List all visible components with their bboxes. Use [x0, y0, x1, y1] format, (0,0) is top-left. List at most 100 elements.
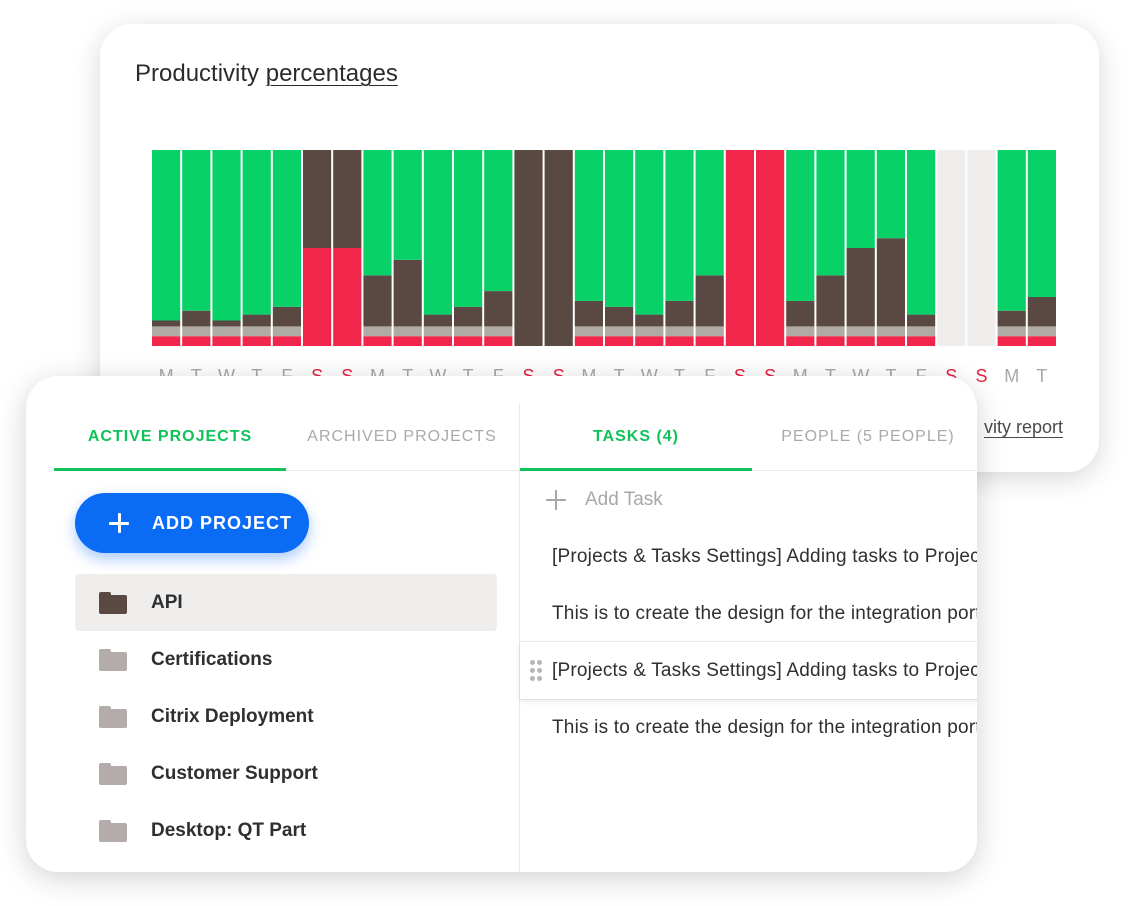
bar-segment [574, 300, 603, 327]
chart-title-prefix: Productivity [135, 60, 260, 87]
bar-segment [272, 306, 301, 327]
bar-segment [997, 310, 1026, 327]
add-task-button[interactable]: Add Task [546, 485, 663, 515]
bar-segment [303, 248, 332, 346]
add-project-label: ADD PROJECT [152, 512, 293, 533]
bar-segment [484, 336, 513, 346]
bar-segment [635, 150, 664, 315]
bar-segment [182, 310, 211, 327]
bar-segment [816, 336, 845, 346]
bar-segment [423, 326, 452, 337]
bar-segment [454, 150, 483, 307]
bar-segment [574, 336, 603, 346]
bar-segment [665, 336, 694, 346]
task-text: This is to create the design for the int… [552, 602, 977, 624]
bar-segment [635, 326, 664, 337]
bar-segment [363, 336, 392, 346]
task-row[interactable]: This is to create the design for the int… [520, 699, 977, 756]
bar-segment [665, 326, 694, 337]
bar-segment [393, 326, 422, 337]
bar-segment [484, 291, 513, 327]
drag-handle-icon[interactable] [530, 660, 542, 682]
task-row[interactable]: This is to create the design for the int… [520, 585, 977, 642]
bar-segment [876, 336, 905, 346]
bar-segment [967, 150, 996, 346]
productivity-chart: MTWTFSSMTWTFSSMTWTFSSMTWTFSSMT [152, 150, 1056, 386]
bar-segment [454, 326, 483, 337]
folder-icon [99, 762, 127, 785]
task-text: [Projects & Tasks Settings] Adding tasks… [552, 659, 977, 681]
bar-segment [333, 150, 362, 248]
task-row-dragging[interactable]: [Projects & Tasks Settings] Adding tasks… [520, 642, 977, 699]
day-label: M [1004, 366, 1019, 386]
bar-segment [846, 248, 875, 327]
bar-segment [212, 320, 241, 327]
bar-segment [846, 336, 875, 346]
bar-segment [695, 326, 724, 337]
bar-segment [786, 300, 815, 327]
project-item-certifications[interactable]: Certifications [75, 631, 497, 688]
bar-segment [454, 336, 483, 346]
bar-segment [363, 326, 392, 337]
bar-segment [242, 336, 271, 346]
bar-segment [997, 150, 1026, 311]
bar-segment [152, 336, 181, 346]
tab-active-projects[interactable]: ACTIVE PROJECTS [54, 404, 286, 471]
bar-segment [725, 150, 754, 346]
bar-segment [907, 326, 936, 337]
project-name: Certifications [151, 648, 273, 670]
productivity-report-link[interactable]: vity report [983, 417, 1063, 437]
project-name: Customer Support [151, 762, 318, 784]
bar-segment [695, 336, 724, 346]
bar-segment [1027, 336, 1056, 346]
folder-icon [99, 591, 127, 614]
bar-segment [786, 336, 815, 346]
bar-segment [876, 326, 905, 337]
project-item-customer-support[interactable]: Customer Support [75, 745, 497, 802]
bar-segment [363, 150, 392, 276]
task-row[interactable]: [Projects & Tasks Settings] Adding tasks… [520, 528, 977, 585]
project-name: API [151, 591, 183, 613]
project-item-api[interactable]: API [75, 574, 497, 631]
plus-icon [108, 512, 130, 534]
column-divider [519, 404, 520, 872]
add-task-label: Add Task [585, 489, 663, 510]
tab-archived-projects[interactable]: ARCHIVED PROJECTS [307, 428, 497, 445]
bar-segment [454, 306, 483, 327]
task-text: [Projects & Tasks Settings] Adding tasks… [552, 545, 977, 567]
bar-segment [484, 326, 513, 337]
bar-segment [907, 336, 936, 346]
bar-segment [605, 150, 634, 307]
bar-segment [363, 275, 392, 327]
plus-icon [546, 490, 566, 510]
bar-segment [242, 314, 271, 327]
project-item-citrix-deployment[interactable]: Citrix Deployment [75, 688, 497, 745]
bar-segment [212, 326, 241, 337]
productivity-card: MTWTFSSMTWTFSSMTWTFSSMTWTFSSMT Productiv… [100, 24, 1099, 472]
bar-segment [544, 150, 573, 346]
bar-segment [1027, 297, 1056, 327]
project-item-desktop-qt-part[interactable]: Desktop: QT Part [75, 802, 497, 859]
percentages-link[interactable]: percentages [265, 60, 398, 87]
bar-segment [786, 326, 815, 337]
bar-segment [423, 314, 452, 327]
project-name: Citrix Deployment [151, 705, 314, 727]
day-label: S [975, 366, 987, 386]
bar-segment [242, 326, 271, 337]
tab-tasks[interactable]: TASKS (4) [520, 404, 752, 471]
bar-segment [665, 150, 694, 301]
bar-segment [695, 275, 724, 327]
bar-segment [272, 150, 301, 307]
projects-tasks-card: ACTIVE PROJECTS ARCHIVED PROJECTS TASKS … [26, 376, 977, 872]
tab-people[interactable]: PEOPLE (5 PEOPLE) [781, 428, 955, 445]
bar-segment [907, 314, 936, 327]
bar-segment [182, 336, 211, 346]
chart-title: Productivity percentages [135, 60, 398, 88]
tasks-tabs: TASKS (4) PEOPLE (5 PEOPLE) [520, 404, 977, 471]
bar-segment [937, 150, 966, 346]
folder-icon [99, 705, 127, 728]
bar-segment [514, 150, 543, 346]
bar-segment [242, 150, 271, 315]
add-project-button[interactable]: ADD PROJECT [75, 493, 309, 553]
bar-segment [907, 150, 936, 315]
